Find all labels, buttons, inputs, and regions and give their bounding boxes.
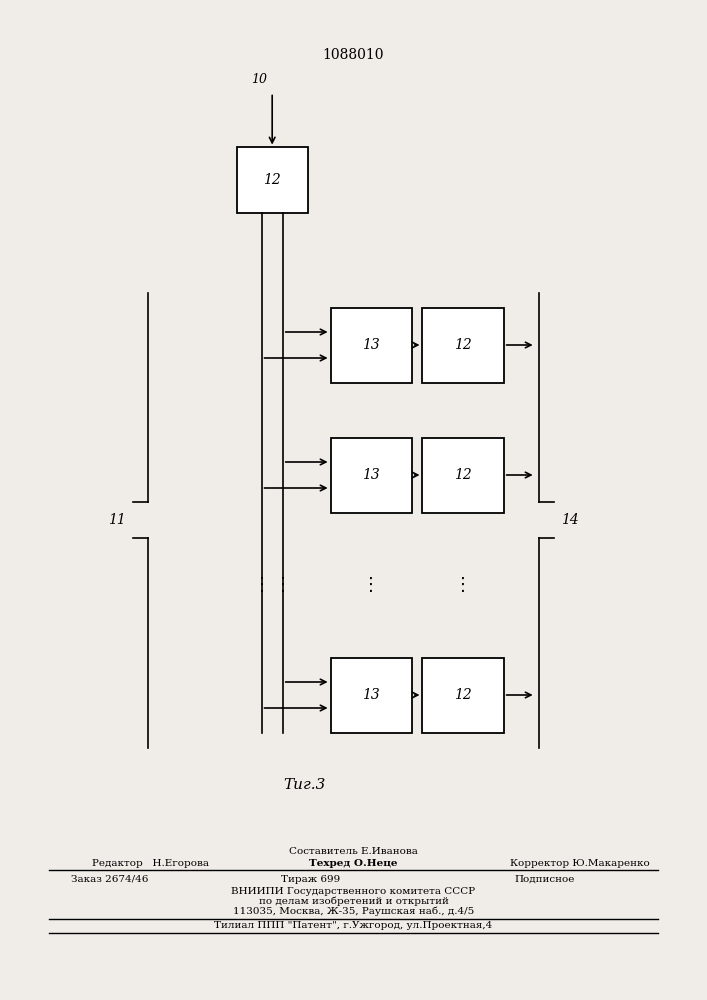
Bar — [422, 658, 503, 732]
Text: ⋮: ⋮ — [252, 576, 271, 594]
Text: Τилиал ППП "Патент", г.Ужгород, ул.Проектная,4: Τилиал ППП "Патент", г.Ужгород, ул.Проек… — [214, 922, 493, 930]
Bar — [330, 438, 411, 512]
Text: 12: 12 — [454, 468, 472, 482]
Text: 1088010: 1088010 — [323, 48, 384, 62]
Text: Составитель Е.Иванова: Составитель Е.Иванова — [289, 848, 418, 856]
Text: 12: 12 — [454, 688, 472, 702]
Text: Корректор Ю.Макаренко: Корректор Ю.Макаренко — [510, 859, 650, 868]
Text: 13: 13 — [362, 338, 380, 352]
Text: 12: 12 — [454, 338, 472, 352]
Text: 12: 12 — [263, 173, 281, 187]
Text: ВНИИПИ Государственного комитета СССР: ВНИИПИ Государственного комитета СССР — [231, 886, 476, 896]
Bar — [330, 658, 411, 732]
Text: Подписное: Подписное — [514, 874, 575, 884]
Text: ⋮: ⋮ — [362, 576, 380, 594]
Text: Τиг.3: Τиг.3 — [283, 778, 325, 792]
Text: 113035, Москва, Ж-35, Раушская наб., д.4/5: 113035, Москва, Ж-35, Раушская наб., д.4… — [233, 906, 474, 916]
Bar — [422, 308, 503, 382]
Text: ⋮: ⋮ — [454, 576, 472, 594]
Bar — [330, 308, 411, 382]
Text: Редактор   Н.Егорова: Редактор Н.Егорова — [92, 859, 209, 868]
Text: 11: 11 — [108, 513, 126, 527]
Text: по делам изобретений и открытий: по делам изобретений и открытий — [259, 896, 448, 906]
Text: Техред О.Неце: Техред О.Неце — [309, 859, 398, 868]
Text: Заказ 2674/46: Заказ 2674/46 — [71, 874, 148, 884]
Text: Тираж 699: Тираж 699 — [281, 874, 341, 884]
Text: 13: 13 — [362, 468, 380, 482]
Bar — [422, 438, 503, 512]
Text: 14: 14 — [561, 513, 579, 527]
Bar — [237, 147, 308, 213]
Text: 13: 13 — [362, 688, 380, 702]
Text: 10: 10 — [252, 73, 267, 86]
Text: ⋮: ⋮ — [274, 576, 292, 594]
